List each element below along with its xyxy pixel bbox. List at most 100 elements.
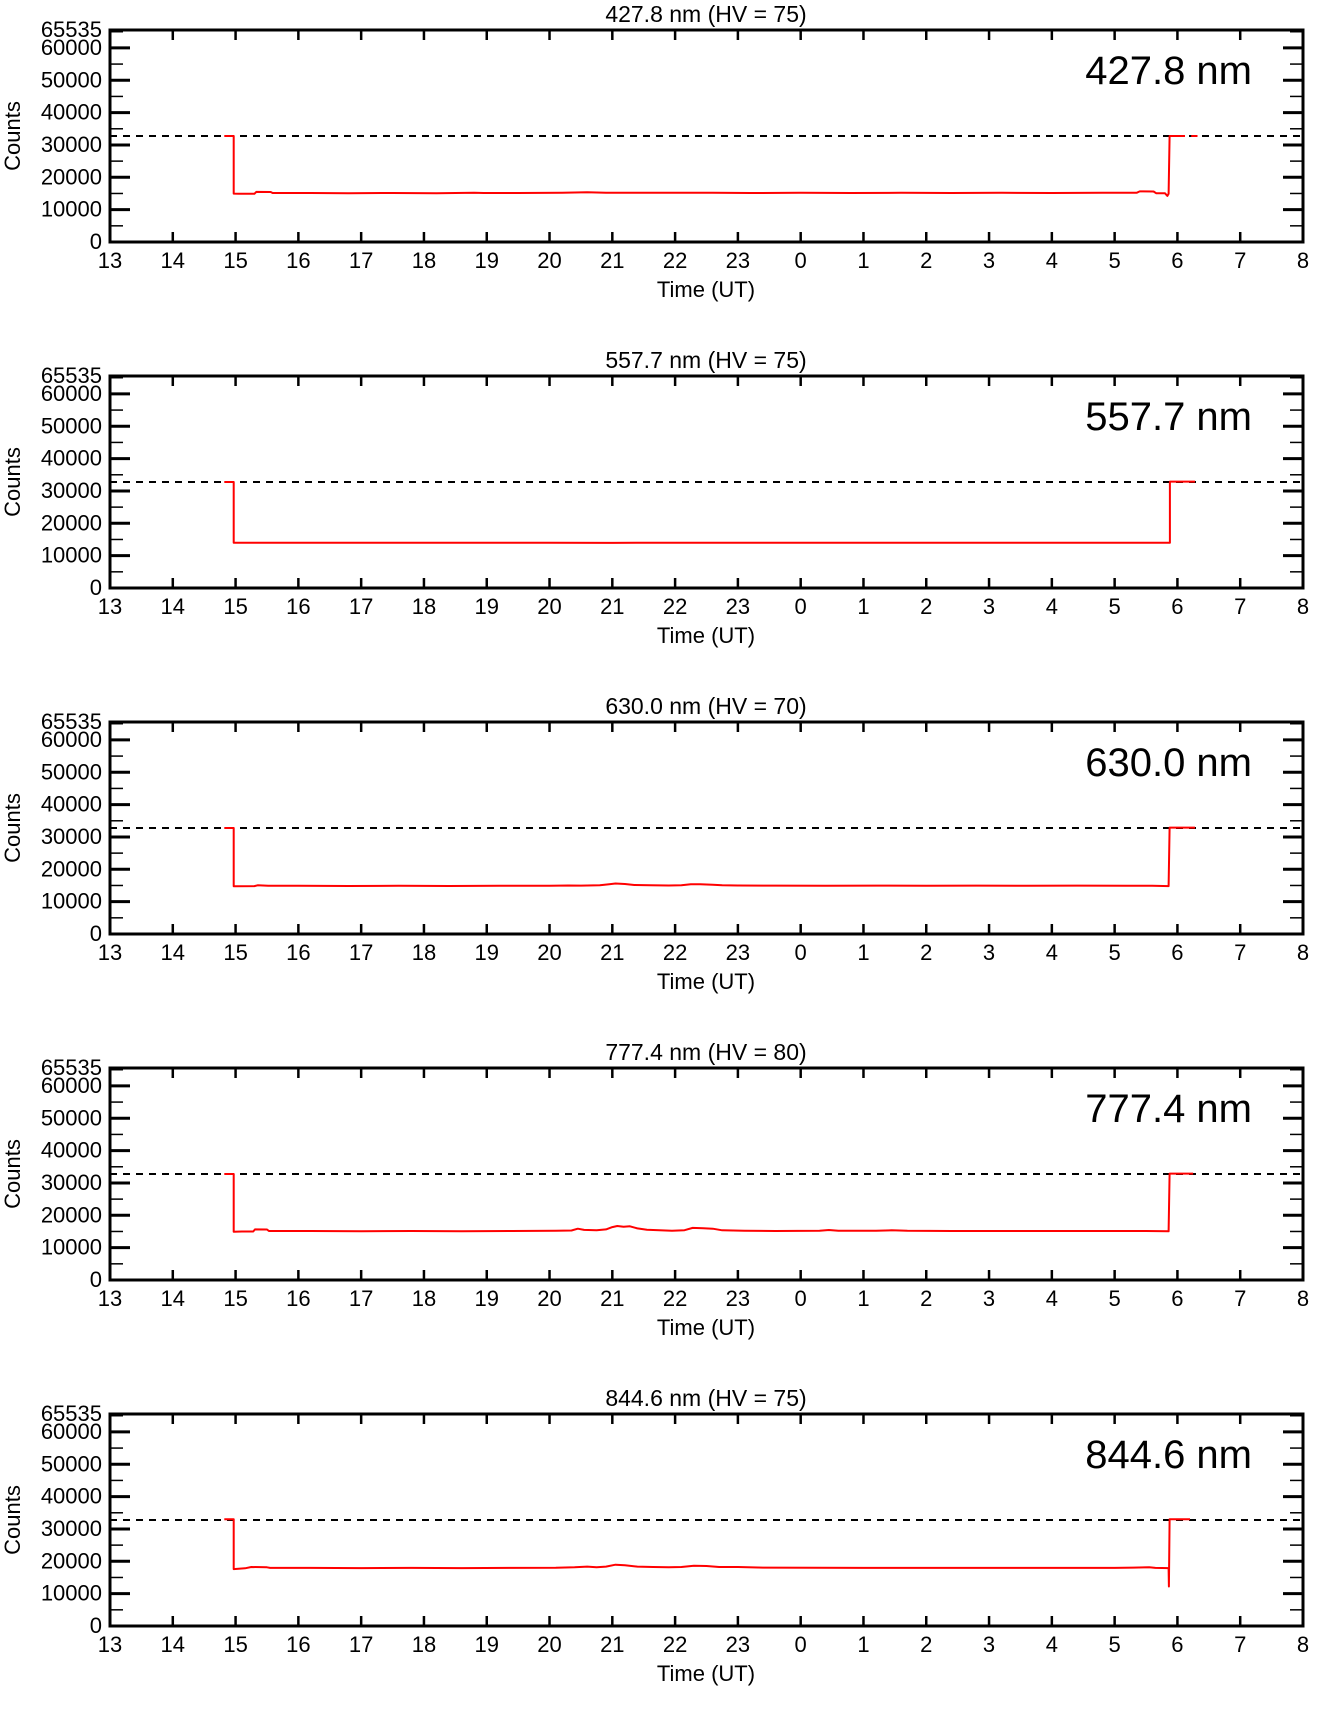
- y-tick-label: 0: [90, 1267, 102, 1292]
- x-tick-label: 5: [1109, 1632, 1121, 1657]
- x-tick-label: 21: [600, 940, 624, 965]
- x-tick-label: 20: [537, 940, 561, 965]
- plot-canvas: 427.8 nm (HV = 75) 13 14 15 16 17 18 19 20 21 22 2…: [0, 1, 1309, 302]
- y-tick-label: 65535: [41, 1401, 102, 1426]
- x-axis-label: Time (UT): [657, 969, 755, 994]
- y-tick-label: 50000: [41, 1105, 102, 1130]
- x-tick-label: 13: [98, 1632, 122, 1657]
- y-tick-label: 60000: [41, 1419, 102, 1444]
- y-axis-label: Counts: [0, 793, 25, 863]
- x-tick-label: 15: [223, 248, 247, 273]
- x-tick-label: 21: [600, 1286, 624, 1311]
- x-tick-label: 18: [412, 1632, 436, 1657]
- y-tick-label: 40000: [41, 1484, 102, 1509]
- chart-panel-557-7nm: 557.7 nm (HV = 75) 13 14 15 16 17 18 19 20 21 22 2…: [0, 346, 1336, 692]
- x-tick-label: 20: [537, 248, 561, 273]
- y-tick-label: 10000: [41, 1581, 102, 1606]
- x-tick-label: 2: [920, 594, 932, 619]
- plot-canvas: 844.6 nm (HV = 75) 13 14 15 16 17 18 19 20 21 22 2…: [0, 1385, 1309, 1686]
- x-tick-label: 17: [349, 594, 373, 619]
- x-tick-label: 22: [663, 940, 687, 965]
- x-tick-label: 6: [1171, 940, 1183, 965]
- y-tick-label: 20000: [41, 856, 102, 881]
- plot-frame: [108, 1066, 1305, 1282]
- data-trace: [224, 135, 1185, 197]
- y-tick-label: 65535: [41, 363, 102, 388]
- x-tick-label: 5: [1109, 940, 1121, 965]
- chart-title: 557.7 nm (HV = 75): [605, 347, 806, 373]
- plot-frame: [108, 1412, 1305, 1628]
- x-tick-label: 7: [1234, 594, 1246, 619]
- x-tick-label: 3: [983, 1286, 995, 1311]
- y-tick-label: 65535: [41, 709, 102, 734]
- y-tick-label: 10000: [41, 1235, 102, 1260]
- y-tick-label: 65535: [41, 17, 102, 42]
- x-tick-label: 18: [412, 248, 436, 273]
- x-tick-label: 3: [983, 248, 995, 273]
- y-tick-label: 30000: [41, 478, 102, 503]
- x-tick-label: 18: [412, 1286, 436, 1311]
- x-tick-label: 22: [663, 248, 687, 273]
- x-tick-label: 7: [1234, 248, 1246, 273]
- x-tick-label: 4: [1046, 594, 1058, 619]
- x-tick-label: 13: [98, 940, 122, 965]
- x-tick-label: 15: [223, 1632, 247, 1657]
- x-tick-label: 23: [726, 1286, 750, 1311]
- x-tick-label: 16: [286, 940, 310, 965]
- x-tick-label: 19: [474, 940, 498, 965]
- y-tick-label: 60000: [41, 1073, 102, 1098]
- x-tick-label: 1: [857, 594, 869, 619]
- y-tick-label: 10000: [41, 543, 102, 568]
- x-tick-label: 0: [795, 1286, 807, 1311]
- x-tick-label: 14: [161, 1632, 185, 1657]
- x-tick-label: 6: [1171, 594, 1183, 619]
- chart-panel-844-6nm: 844.6 nm (HV = 75) 13 14 15 16 17 18 19 20 21 22 2…: [0, 1384, 1336, 1730]
- x-tick-label: 1: [857, 1632, 869, 1657]
- wavelength-inset-label: 777.4 nm: [1085, 1087, 1252, 1131]
- x-tick-label: 8: [1297, 594, 1309, 619]
- x-tick-label: 19: [474, 594, 498, 619]
- x-tick-label: 16: [286, 594, 310, 619]
- x-tick-label: 0: [795, 940, 807, 965]
- x-tick-label: 5: [1109, 594, 1121, 619]
- x-tick-label: 15: [223, 594, 247, 619]
- x-tick-label: 17: [349, 940, 373, 965]
- x-tick-label: 14: [161, 1286, 185, 1311]
- x-tick-label: 17: [349, 1286, 373, 1311]
- x-tick-label: 8: [1297, 940, 1309, 965]
- data-trace: [224, 480, 1195, 544]
- wavelength-inset-label: 427.8 nm: [1085, 49, 1252, 93]
- x-tick-label: 21: [600, 594, 624, 619]
- x-tick-label: 7: [1234, 940, 1246, 965]
- x-tick-label: 22: [663, 1286, 687, 1311]
- chart-title: 777.4 nm (HV = 80): [605, 1039, 806, 1065]
- x-tick-label: 23: [726, 1632, 750, 1657]
- x-tick-label: 16: [286, 1286, 310, 1311]
- x-tick-label: 3: [983, 1632, 995, 1657]
- x-tick-label: 15: [223, 940, 247, 965]
- y-tick-label: 20000: [41, 1548, 102, 1573]
- plot-content: 13 14 15 16 17 18 19 20 21 22 23 0 1 2 3 4 5 6 7 8010000200…: [41, 709, 1309, 965]
- y-tick-label: 50000: [41, 67, 102, 92]
- y-tick-label: 30000: [41, 1170, 102, 1195]
- x-tick-label: 3: [983, 594, 995, 619]
- x-tick-label: 20: [537, 594, 561, 619]
- x-tick-label: 16: [286, 1632, 310, 1657]
- wavelength-inset-label: 557.7 nm: [1085, 395, 1252, 439]
- y-axis-label: Counts: [0, 447, 25, 517]
- x-tick-label: 13: [98, 248, 122, 273]
- x-axis-label: Time (UT): [657, 277, 755, 302]
- y-tick-label: 50000: [41, 759, 102, 784]
- chart-panel-777-4nm: 777.4 nm (HV = 80) 13 14 15 16 17 18 19 20 21 22 2…: [0, 1038, 1336, 1384]
- data-trace: [224, 1172, 1194, 1233]
- y-axis-label: Counts: [0, 1139, 25, 1209]
- plot-frame: [108, 374, 1305, 590]
- x-tick-label: 14: [161, 940, 185, 965]
- y-tick-label: 30000: [41, 824, 102, 849]
- chart-title: 427.8 nm (HV = 75): [605, 1, 806, 27]
- x-tick-label: 8: [1297, 1286, 1309, 1311]
- y-tick-label: 0: [90, 1613, 102, 1638]
- x-tick-label: 22: [663, 1632, 687, 1657]
- y-tick-label: 40000: [41, 792, 102, 817]
- x-tick-label: 7: [1234, 1286, 1246, 1311]
